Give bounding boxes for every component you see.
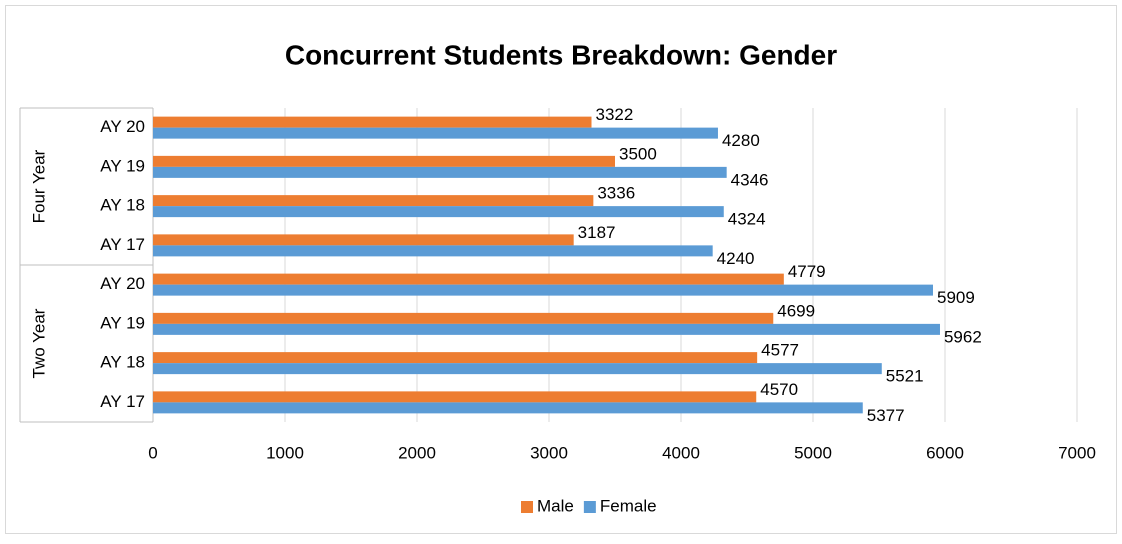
bar (153, 127, 718, 139)
y-tick-label: AY 17 (100, 235, 145, 254)
value-label: 5962 (944, 327, 982, 346)
value-label: 4570 (760, 380, 798, 399)
x-tick-label: 6000 (926, 443, 964, 462)
x-tick-label: 5000 (794, 443, 832, 462)
value-label: 3187 (578, 223, 616, 242)
value-label: 5909 (937, 288, 975, 307)
y-tick-label: AY 19 (100, 156, 145, 175)
value-label: 4779 (788, 262, 826, 281)
bar (153, 402, 863, 414)
y-tick-label: AY 20 (100, 117, 145, 136)
value-label: 4346 (731, 170, 769, 189)
value-label: 3336 (597, 184, 635, 203)
bar (153, 352, 758, 364)
bar (153, 245, 713, 257)
value-label: 4324 (728, 210, 766, 229)
bar (153, 155, 615, 167)
bar (153, 363, 882, 375)
value-label: 3322 (596, 105, 634, 124)
legend-swatch (521, 501, 533, 513)
legend-label: Male (537, 496, 574, 515)
x-tick-label: 3000 (530, 443, 568, 462)
bar (153, 166, 727, 178)
x-tick-label: 2000 (398, 443, 436, 462)
x-tick-label: 0 (148, 443, 157, 462)
value-label: 3500 (619, 144, 657, 163)
bar (153, 116, 592, 128)
bar (153, 312, 774, 324)
value-label: 4240 (717, 249, 755, 268)
x-tick-label: 7000 (1058, 443, 1096, 462)
group-label: Four Year (29, 149, 48, 223)
chart-title: Concurrent Students Breakdown: Gender (285, 39, 837, 70)
y-tick-label: AY 20 (100, 274, 145, 293)
value-label: 5377 (867, 406, 905, 425)
chart-border (5, 5, 1117, 534)
x-tick-label: 1000 (266, 443, 304, 462)
y-tick-label: AY 19 (100, 313, 145, 332)
value-label: 4577 (761, 341, 799, 360)
bar (153, 273, 784, 285)
value-label: 5521 (886, 367, 924, 386)
bar (153, 195, 594, 207)
bar (153, 391, 757, 403)
y-tick-label: AY 18 (100, 353, 145, 372)
bar (153, 206, 724, 218)
x-tick-label: 4000 (662, 443, 700, 462)
y-tick-label: AY 18 (100, 196, 145, 215)
bar (153, 234, 574, 246)
value-label: 4699 (777, 301, 815, 320)
legend-label: Female (600, 496, 657, 515)
value-label: 4280 (722, 131, 760, 150)
bar (153, 323, 940, 335)
group-label: Two Year (29, 308, 48, 378)
y-tick-label: AY 17 (100, 392, 145, 411)
legend-swatch (583, 501, 596, 513)
bar (153, 284, 933, 296)
